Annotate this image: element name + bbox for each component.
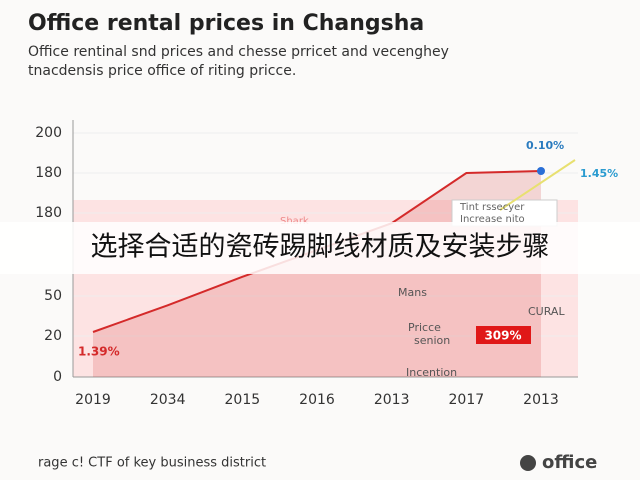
annotation: Mans <box>398 286 427 299</box>
x-tick-label: 2016 <box>299 392 335 408</box>
annotation: senion <box>414 334 450 347</box>
callout-pointer <box>499 159 576 211</box>
x-tick-label: 2013 <box>374 392 410 408</box>
x-tick-label: 2017 <box>449 392 485 408</box>
subtitle: Office rentinal snd prices and chesse pr… <box>28 44 449 60</box>
overlay-band <box>0 222 640 274</box>
overlay-text: 选择合适的瓷砖踢脚线材质及安装步骤 <box>91 232 550 263</box>
y-tick-label: 180 <box>35 205 62 221</box>
y-tick-label: 50 <box>44 288 62 304</box>
badge <box>476 326 531 344</box>
annotation: Incention <box>406 366 457 379</box>
annotation: Increase nito <box>460 214 525 225</box>
annotation: 1.39% <box>78 345 120 359</box>
logo-icon <box>520 455 536 471</box>
x-tick-label: 2013 <box>523 392 559 408</box>
point <box>537 167 546 175</box>
logo: office <box>542 452 597 473</box>
annotation: Shark <box>280 216 309 227</box>
annotation: Tint rssecyer <box>459 202 525 213</box>
subtitle: tnacdensis price office of riting pricce… <box>28 63 296 79</box>
x-tick-label: 2019 <box>75 392 111 408</box>
x-tick-label: 2034 <box>150 392 186 408</box>
annotation: 1.45% <box>580 167 618 180</box>
y-tick-label: 200 <box>35 125 62 141</box>
footer: rage c! CTF of key business district <box>38 456 266 471</box>
chart-title: Office rental prices in Changsha <box>28 11 424 36</box>
y-tick-label: 20 <box>44 328 62 344</box>
annotation: 0.10% <box>526 139 564 152</box>
badge-label: 309% <box>484 329 521 343</box>
callout-box <box>451 199 558 227</box>
y-tick-label: 180 <box>35 165 62 181</box>
y-tick-label: 0 <box>53 369 62 385</box>
annotation: CURAL <box>528 305 565 318</box>
x-tick-label: 2015 <box>225 392 261 408</box>
annotation: Pricce <box>408 321 441 334</box>
